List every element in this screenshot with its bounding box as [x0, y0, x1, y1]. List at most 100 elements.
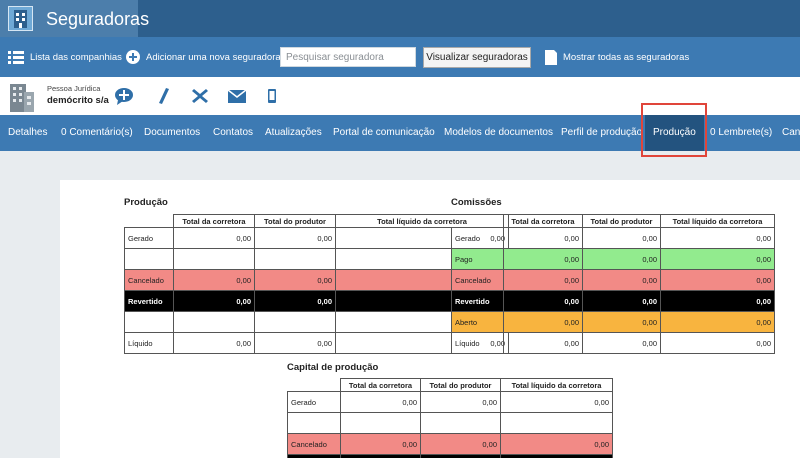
- tab-atualizacoes[interactable]: Atualizações: [265, 127, 322, 138]
- header-total-produtor: Total do produtor: [582, 214, 661, 228]
- header-total-produtor: Total do produtor: [254, 214, 336, 228]
- row-label: Cancelado: [451, 269, 504, 291]
- table-row: [287, 412, 613, 434]
- cell-value: [254, 311, 336, 333]
- header-total-corretora: Total da corretora: [340, 378, 421, 392]
- close-icon[interactable]: [190, 86, 210, 106]
- row-label: Gerado: [287, 391, 341, 413]
- tab-bar: Detalhes 0 Comentário(s) Documentos Cont…: [0, 115, 800, 151]
- cell-value: 0,00: [254, 269, 336, 291]
- add-insurer-button[interactable]: Adicionar uma nova seguradora: [126, 37, 281, 77]
- cell-value: 0,00: [503, 332, 583, 354]
- row-label: Pago: [451, 248, 504, 270]
- cell-value: 0,00: [500, 391, 613, 413]
- cell-value: [420, 412, 501, 434]
- cell-value: [173, 311, 255, 333]
- tab-comentarios[interactable]: 0 Comentário(s): [61, 127, 133, 138]
- tab-cana[interactable]: Cana: [782, 127, 800, 138]
- row-label: Líquido: [124, 332, 174, 354]
- cell-value: [500, 412, 613, 434]
- comissoes-table: Total da corretora Total do produtor Tot…: [451, 214, 775, 354]
- edit-icon[interactable]: [154, 86, 174, 106]
- plus-circle-icon: [126, 50, 140, 64]
- document-icon: [545, 49, 557, 65]
- capital-header-row: Total da corretora Total do produtor Tot…: [287, 378, 613, 392]
- header-blank: [287, 378, 341, 392]
- cell-value: 0,00: [582, 290, 661, 312]
- cell-value: 0,00: [254, 227, 336, 249]
- tab-perfil-producao[interactable]: Perfil de produção: [561, 127, 643, 138]
- add-comment-icon[interactable]: [114, 86, 134, 106]
- header-total-corretora: Total da corretora: [503, 214, 583, 228]
- cell-value: [340, 412, 421, 434]
- profile-kind: Pessoa Jurídica: [47, 84, 101, 93]
- producao-title: Produção: [124, 197, 168, 208]
- cell-value: 0,00: [340, 391, 421, 413]
- title-bar: Seguradoras: [0, 0, 800, 37]
- capital-table: Total da corretora Total do produtor Tot…: [287, 378, 613, 458]
- row-label: [124, 311, 174, 333]
- tab-modelos-documentos[interactable]: Modelos de documentos: [444, 127, 553, 138]
- active-tab-highlight: [641, 103, 707, 157]
- app-title: Seguradoras: [46, 9, 150, 29]
- list-companies-button[interactable]: Lista das companhias: [8, 37, 122, 77]
- row-label: [287, 412, 341, 434]
- cell-value: 0,00: [173, 290, 255, 312]
- row-label: Gerado: [124, 227, 174, 249]
- header-total-corretora: Total da corretora: [173, 214, 255, 228]
- cell-value: 0,00: [254, 332, 336, 354]
- search-input[interactable]: [280, 47, 416, 67]
- tab-producao[interactable]: Produção: [645, 115, 704, 151]
- building-logo-icon: [8, 6, 33, 31]
- row-label: Revertido: [124, 290, 174, 312]
- cell-value: 0,00: [503, 290, 583, 312]
- mail-icon[interactable]: [227, 86, 247, 106]
- list-icon: [8, 50, 24, 64]
- cell-value: 0,00: [660, 290, 775, 312]
- tab-portal-comunicacao[interactable]: Portal de comunicação: [333, 127, 435, 138]
- tab-detalhes[interactable]: Detalhes: [8, 127, 48, 138]
- cell-value: 0,00: [582, 227, 661, 249]
- company-building-icon: [10, 84, 34, 112]
- tab-contatos[interactable]: Contatos: [213, 127, 254, 138]
- table-row: Aberto 0,00 0,00 0,00: [451, 311, 775, 333]
- cell-value: 0,00: [660, 248, 775, 270]
- table-row: Líquido 0,00 0,00 0,00: [451, 332, 775, 354]
- cell-value: 0,00: [173, 227, 255, 249]
- cell-value: 0,00: [340, 433, 421, 455]
- row-label: Gerado: [451, 227, 504, 249]
- row-label: [124, 248, 174, 270]
- add-insurer-label: Adicionar uma nova seguradora: [146, 51, 281, 63]
- visualize-button[interactable]: Visualizar seguradoras: [423, 47, 531, 68]
- show-all-label: Mostrar todas as seguradoras: [563, 51, 690, 63]
- cell-value: [500, 454, 613, 458]
- cell-value: 0,00: [660, 311, 775, 333]
- comissoes-header-row: Total da corretora Total do produtor Tot…: [451, 214, 775, 228]
- table-row: [287, 454, 613, 458]
- cell-value: 0,00: [582, 332, 661, 354]
- app-tab[interactable]: Seguradoras: [0, 0, 149, 37]
- cell-value: 0,00: [660, 227, 775, 249]
- cell-value: [173, 248, 255, 270]
- cell-value: 0,00: [660, 332, 775, 354]
- cell-value: 0,00: [173, 269, 255, 291]
- show-all-button[interactable]: Mostrar todas as seguradoras: [545, 37, 689, 77]
- cell-value: 0,00: [503, 248, 583, 270]
- list-companies-label: Lista das companhias: [30, 51, 122, 63]
- cell-value: 0,00: [582, 248, 661, 270]
- row-label: Cancelado: [124, 269, 174, 291]
- row-label: Aberto: [451, 311, 504, 333]
- header-total-liquido: Total líquido da corretora: [500, 378, 613, 392]
- profile-name: demócrito s/a: [47, 95, 109, 106]
- tab-lembretes[interactable]: 0 Lembrete(s): [710, 127, 773, 138]
- row-label: Revertido: [451, 290, 504, 312]
- content-area: Produção Total da corretora Total do pro…: [60, 180, 800, 458]
- cell-value: 0,00: [500, 433, 613, 455]
- tab-documentos[interactable]: Documentos: [144, 127, 201, 138]
- table-row: Gerado 0,00 0,00 0,00: [287, 391, 613, 413]
- table-row: Gerado 0,00 0,00 0,00: [451, 227, 775, 249]
- mobile-icon[interactable]: [262, 86, 282, 106]
